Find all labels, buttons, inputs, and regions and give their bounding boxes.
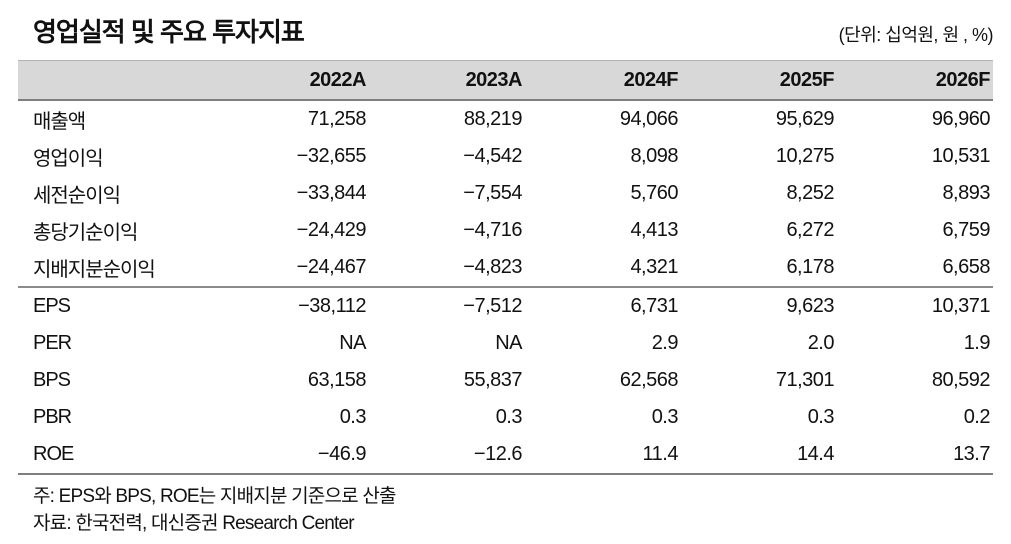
- cell-value: 0.3: [807, 406, 835, 428]
- cell-value: 14.4: [681, 436, 837, 475]
- cell-value: 0.3: [495, 406, 523, 428]
- cell-value: 1.9: [963, 332, 991, 354]
- cell-value: 11.4: [525, 436, 681, 475]
- cell-value: 62,568: [619, 369, 679, 391]
- header-row: 2022A 2023A 2024F 2025F 2026F: [18, 60, 993, 101]
- cell-value: 63,158: [307, 369, 367, 391]
- row-label: 총당기순이익: [33, 222, 138, 244]
- cell-value: 8,098: [630, 145, 678, 167]
- cell-value: 4,321: [630, 256, 678, 278]
- cell-value: −4,716: [463, 219, 522, 241]
- table-row: 영업이익 −32,655 −4,542 8,098 10,275 10,531: [18, 138, 993, 175]
- cell-value: −4,542: [463, 145, 522, 167]
- financials-table: 2022A 2023A 2024F 2025F 2026F 매출액 71,258 88,21…: [18, 60, 993, 475]
- cell-value: −38,112: [213, 286, 369, 325]
- footnote-note: 주: EPS와 BPS, ROE는 지배지분 기준으로 산출: [33, 486, 396, 507]
- cell-value: 9,623: [681, 286, 837, 325]
- cell-value: 6,272: [786, 219, 834, 241]
- header-col-2024F: 2024F: [525, 60, 681, 101]
- cell-value: −7,512: [369, 286, 525, 325]
- cell-value: −12.6: [369, 436, 525, 475]
- cell-value: 2.0: [807, 332, 835, 354]
- cell-value: 55,837: [463, 369, 523, 391]
- cell-value: 80,592: [931, 369, 991, 391]
- header-col-2026F: 2026F: [837, 60, 993, 101]
- footnote-source: 자료: 한국전력, 대신증권 Research Center: [33, 512, 355, 534]
- row-label: 지배지분순이익: [33, 259, 156, 281]
- cell-value: −7,554: [463, 182, 522, 204]
- row-label: 매출액: [33, 111, 86, 133]
- cell-value: 10,371: [837, 286, 993, 325]
- row-label: EPS: [18, 286, 213, 325]
- row-label: BPS: [33, 369, 71, 391]
- row-label: 세전순이익: [33, 185, 121, 207]
- cell-value: 0.3: [339, 406, 367, 428]
- cell-value: −46.9: [213, 436, 369, 475]
- cell-value: 6,759: [942, 219, 990, 241]
- table-row: EPS −38,112 −7,512 6,731 9,623 10,371: [18, 286, 993, 325]
- footnotes: 주: EPS와 BPS, ROE는 지배지분 기준으로 산출 자료: 한국전력,…: [18, 484, 993, 537]
- cell-value: 8,252: [786, 182, 834, 204]
- cell-value: 13.7: [837, 436, 993, 475]
- table-row: 매출액 71,258 88,219 94,066 95,629 96,960: [18, 100, 993, 138]
- cell-value: 10,531: [931, 145, 991, 167]
- cell-value: 94,066: [619, 108, 679, 130]
- cell-value: −33,844: [296, 182, 367, 204]
- table-row: PER NA NA 2.9 2.0 1.9: [18, 325, 993, 362]
- header-col-2023A: 2023A: [369, 60, 525, 101]
- cell-value: −4,823: [463, 256, 522, 278]
- cell-value: 6,731: [525, 286, 681, 325]
- cell-value: 88,219: [463, 108, 523, 130]
- cell-value: −32,655: [296, 145, 367, 167]
- header-label-col: [18, 60, 213, 101]
- cell-value: 2.9: [651, 332, 679, 354]
- unit-note: (단위: 십억원, 원 , %): [838, 25, 994, 45]
- table-header: 2022A 2023A 2024F 2025F 2026F: [18, 60, 993, 101]
- row-label: PBR: [33, 406, 72, 428]
- cell-value: NA: [339, 332, 366, 354]
- cell-value: NA: [495, 332, 522, 354]
- page-title: 영업실적 및 주요 투자지표: [33, 17, 305, 47]
- cell-value: 8,893: [942, 182, 990, 204]
- table-row: 총당기순이익 −24,429 −4,716 4,413 6,272 6,759: [18, 212, 993, 249]
- cell-value: 71,301: [775, 369, 835, 391]
- cell-value: 0.3: [651, 406, 679, 428]
- table-row: 지배지분순이익 −24,467 −4,823 4,321 6,178 6,658: [18, 249, 993, 287]
- cell-value: 5,760: [630, 182, 678, 204]
- header-col-2025F: 2025F: [681, 60, 837, 101]
- cell-value: 96,960: [931, 108, 991, 130]
- header-col-2022A: 2022A: [213, 60, 369, 101]
- cell-value: 71,258: [307, 108, 367, 130]
- table-row: PBR 0.3 0.3 0.3 0.3 0.2: [18, 399, 993, 436]
- cell-value: −24,467: [296, 256, 367, 278]
- table-row: ROE −46.9 −12.6 11.4 14.4 13.7: [18, 436, 993, 475]
- cell-value: 6,178: [786, 256, 834, 278]
- row-label: 영업이익: [33, 148, 104, 170]
- cell-value: −24,429: [296, 219, 367, 241]
- cell-value: 0.2: [963, 406, 991, 428]
- table-body: 매출액 71,258 88,219 94,066 95,629 96,960 영업이익 −32…: [18, 100, 993, 475]
- title-bar: 영업실적 및 주요 투자지표 (단위: 십억원, 원 , %): [18, 8, 994, 60]
- row-label: PER: [33, 332, 72, 354]
- cell-value: 4,413: [630, 219, 678, 241]
- cell-value: 10,275: [775, 145, 835, 167]
- cell-value: 6,658: [942, 256, 990, 278]
- row-label: ROE: [18, 436, 213, 475]
- cell-value: 95,629: [775, 108, 835, 130]
- table-row: 세전순이익 −33,844 −7,554 5,760 8,252 8,893: [18, 175, 993, 212]
- table-row: BPS 63,158 55,837 62,568 71,301 80,592: [18, 362, 993, 399]
